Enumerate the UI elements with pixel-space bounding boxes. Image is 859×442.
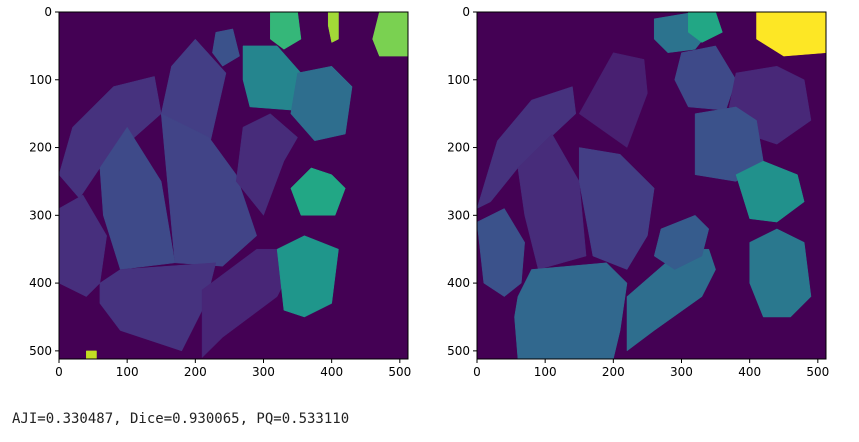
y-tick-label: 500: [447, 344, 470, 358]
instance-region-7: [653, 215, 710, 270]
instance-region-3: [578, 147, 655, 270]
x-tick-label: 200: [602, 365, 625, 379]
instance-region-12: [276, 235, 339, 318]
y-tick-label: 100: [447, 73, 470, 87]
instance-region-15: [327, 12, 339, 43]
y-tick-label: 300: [447, 208, 470, 222]
x-tick-label: 300: [670, 365, 693, 379]
metrics-text: AJI=0.330487, Dice=0.930065, PQ=0.533110: [12, 411, 350, 427]
instance-region-1: [59, 76, 162, 199]
y-tick-label: 200: [29, 141, 52, 155]
axes-frame: [58, 11, 409, 360]
x-tick-label: 100: [534, 365, 557, 379]
x-tick-label: 200: [184, 365, 207, 379]
y-tick-label: 300: [29, 208, 52, 222]
y-tick-label: 0: [462, 5, 470, 19]
instance-region-14: [749, 228, 812, 318]
instance-region-10: [290, 65, 353, 142]
instance-region-11: [290, 167, 346, 216]
instance-region-5: [235, 113, 298, 216]
instance-region-13: [735, 160, 805, 223]
instance-region-14: [372, 12, 408, 57]
y-tick-label: 400: [447, 276, 470, 290]
instance-region-5: [514, 262, 628, 359]
x-tick-label: 500: [806, 365, 829, 379]
instance-region-4: [160, 113, 257, 267]
axes-frame: [476, 11, 827, 360]
x-tick-label: 400: [738, 365, 761, 379]
instance-region-16: [86, 350, 97, 359]
y-tick-label: 0: [44, 5, 52, 19]
x-tick-label: 100: [116, 365, 139, 379]
instance-region-6: [99, 262, 217, 352]
x-tick-label: 0: [473, 365, 481, 379]
instance-region-0: [477, 86, 577, 209]
y-tick-label: 500: [29, 344, 52, 358]
instance-region-4: [477, 208, 525, 297]
y-tick-label: 400: [29, 276, 52, 290]
instance-region-15: [756, 12, 826, 57]
x-tick-label: 300: [252, 365, 275, 379]
instance-region-1: [578, 52, 648, 148]
x-tick-label: 0: [55, 365, 63, 379]
x-tick-label: 500: [388, 365, 411, 379]
x-tick-label: 400: [320, 365, 343, 379]
instance-region-9: [688, 12, 723, 43]
instance-region-2: [517, 133, 587, 270]
instance-region-8: [212, 28, 240, 67]
y-tick-label: 200: [447, 141, 470, 155]
y-tick-label: 100: [29, 73, 52, 87]
instance-region-13: [270, 12, 302, 50]
